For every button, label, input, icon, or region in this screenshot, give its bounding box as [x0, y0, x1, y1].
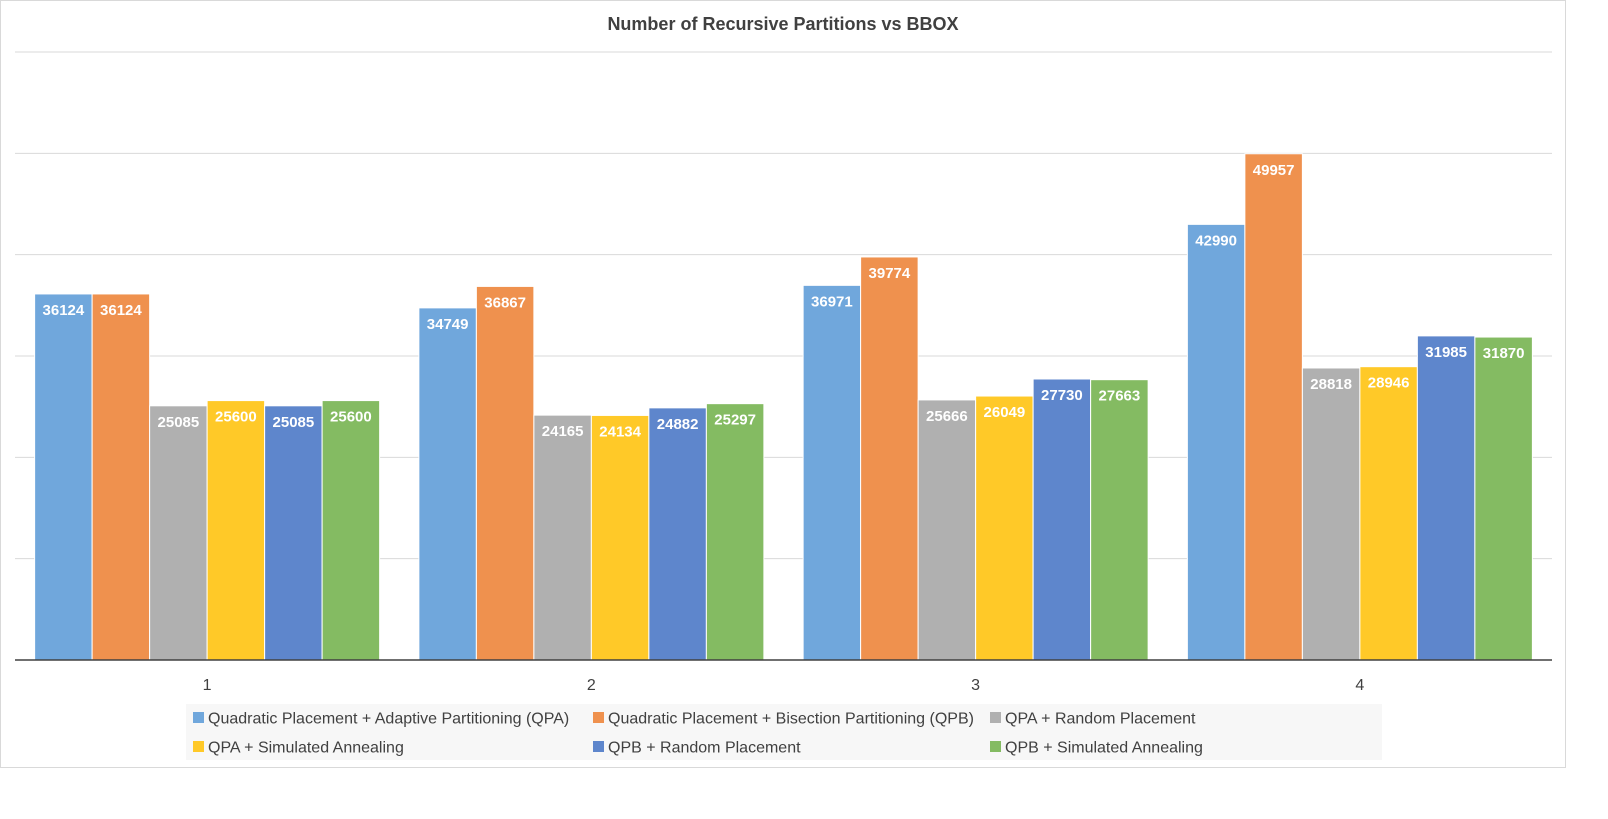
data-label-series2-cat4: 49957 — [1253, 162, 1295, 179]
bar-series1-cat1 — [34, 293, 93, 661]
legend-label-series3: QPA + Random Placement — [1005, 711, 1196, 728]
data-label-series6-cat3: 27663 — [1099, 388, 1141, 405]
legend-swatch-series1 — [193, 712, 204, 723]
bar-labels: 36124 36124 25085 25600 25085 25600 34749 36867… — [43, 162, 1525, 441]
legend-swatch-series2 — [593, 712, 604, 723]
bar-series4-cat2 — [590, 414, 650, 661]
legend-swatch-series5 — [593, 741, 604, 752]
legend-label-series2: Quadratic Placement + Bisection Partitio… — [608, 711, 974, 728]
legend-background — [186, 704, 1382, 760]
data-label-series4-cat3: 26049 — [984, 404, 1026, 421]
x-axis: 1 2 3 4 — [15, 659, 1552, 694]
x-tick-label-2: 2 — [587, 677, 596, 694]
data-label-series5-cat3: 27730 — [1041, 387, 1083, 404]
bar-series3-cat4 — [1301, 367, 1361, 661]
data-label-series6-cat2: 25297 — [714, 412, 756, 429]
bar-series5-cat4 — [1416, 335, 1476, 661]
data-label-series1-cat2: 34749 — [427, 316, 469, 333]
data-label-series4-cat4: 28946 — [1368, 375, 1410, 392]
legend-label-series6: QPB + Simulated Annealing — [1005, 740, 1203, 757]
x-tick-label-3: 3 — [971, 677, 980, 694]
bar-series3-cat2 — [533, 414, 592, 661]
bar-series2-cat1 — [91, 293, 151, 661]
legend-label-series4: QPA + Simulated Annealing — [208, 740, 404, 757]
bar-series5-cat3 — [1032, 378, 1092, 661]
bar-series2-cat3 — [860, 256, 919, 661]
data-label-series5-cat2: 24882 — [657, 416, 699, 433]
bar-series6-cat4 — [1474, 336, 1533, 661]
bar-series1-cat4 — [1186, 223, 1246, 661]
data-label-series3-cat4: 28818 — [1310, 376, 1352, 393]
bars — [34, 153, 1533, 661]
data-label-series2-cat2: 36867 — [484, 294, 526, 311]
data-label-series6-cat1: 25600 — [330, 409, 372, 426]
bar-series5-cat2 — [648, 407, 707, 661]
data-label-series3-cat1: 25085 — [158, 414, 200, 431]
data-label-series3-cat2: 24165 — [542, 423, 584, 440]
data-label-series6-cat4: 31870 — [1483, 345, 1525, 362]
bar-series6-cat1 — [321, 400, 381, 661]
bar-series5-cat1 — [264, 405, 323, 661]
bar-series2-cat4 — [1244, 153, 1303, 661]
bar-series1-cat3 — [802, 284, 862, 661]
data-label-series2-cat1: 36124 — [100, 302, 142, 319]
legend: Quadratic Placement + Adaptive Partition… — [186, 704, 1382, 760]
bar-series3-cat1 — [149, 405, 208, 661]
data-label-series2-cat3: 39774 — [869, 265, 911, 282]
legend-label-series5: QPB + Random Placement — [608, 740, 801, 757]
bar-series6-cat2 — [705, 403, 765, 661]
data-label-series4-cat2: 24134 — [599, 423, 641, 440]
x-tick-label-4: 4 — [1355, 677, 1364, 694]
x-tick-label-1: 1 — [203, 677, 212, 694]
bar-series6-cat3 — [1090, 379, 1149, 661]
data-label-series1-cat1: 36124 — [43, 302, 85, 319]
data-label-series3-cat3: 25666 — [926, 408, 968, 425]
chart-title: Number of Recursive Partitions vs BBOX — [607, 14, 958, 34]
bar-series4-cat1 — [206, 400, 266, 661]
legend-swatch-series4 — [193, 741, 204, 752]
bar-series3-cat3 — [917, 399, 977, 661]
bar-series1-cat2 — [418, 307, 477, 661]
bar-series4-cat4 — [1359, 366, 1418, 661]
bar-series2-cat2 — [475, 285, 535, 661]
data-label-series5-cat1: 25085 — [273, 414, 315, 431]
legend-swatch-series3 — [990, 712, 1001, 723]
data-label-series1-cat3: 36971 — [811, 293, 853, 310]
data-label-series1-cat4: 42990 — [1195, 232, 1237, 249]
legend-swatch-series6 — [990, 741, 1001, 752]
data-label-series5-cat4: 31985 — [1425, 344, 1467, 361]
data-label-series4-cat1: 25600 — [215, 409, 257, 426]
bar-series4-cat3 — [975, 395, 1034, 661]
legend-label-series1: Quadratic Placement + Adaptive Partition… — [208, 711, 569, 728]
